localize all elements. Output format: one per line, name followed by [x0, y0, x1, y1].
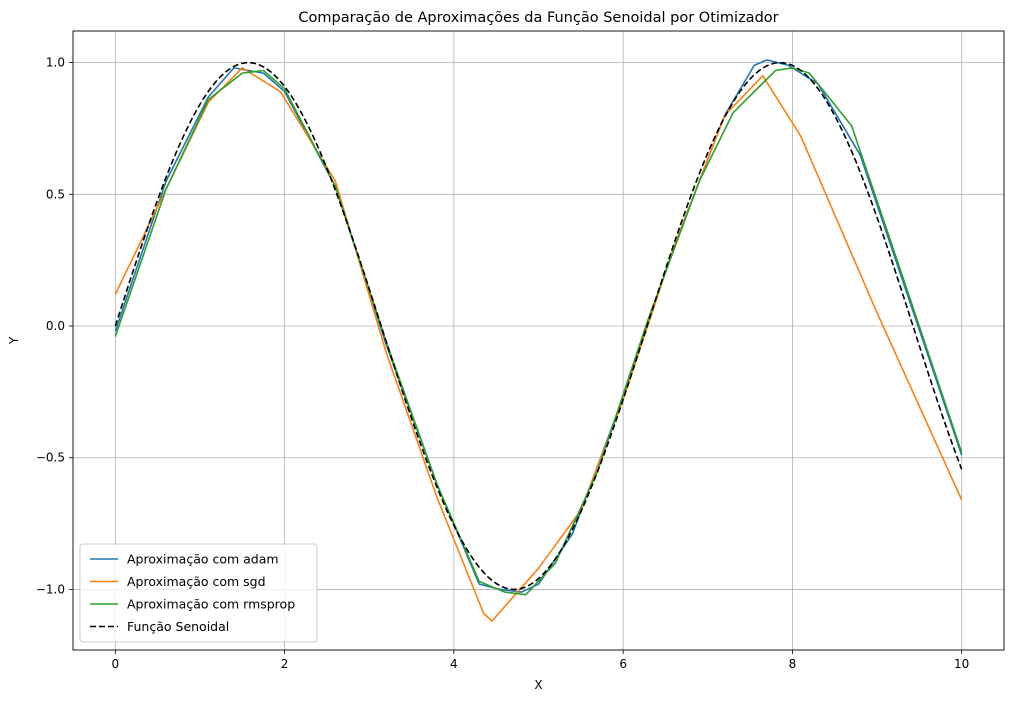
y-tick-label: 0.0 [46, 319, 65, 333]
grid [73, 31, 1004, 650]
legend: Aproximação com adam Aproximação com sgd A… [79, 543, 318, 643]
x-axis-label: X [534, 678, 542, 692]
legend-label-0: Aproximação com adam [127, 552, 279, 567]
y-tick-label: 1.0 [46, 56, 65, 70]
x-tick-label: 2 [281, 657, 289, 671]
x-tick-label: 8 [789, 657, 797, 671]
x-tick-label: 6 [619, 657, 627, 671]
legend-label-1: Aproximação com sgd [127, 574, 266, 589]
series-lines [114, 59, 963, 622]
x-tick-label: 0 [111, 657, 119, 671]
y-axis-label: Y [7, 336, 21, 345]
legend-label-2: Aproximação com rmsprop [127, 597, 295, 612]
y-tick-label: −0.5 [36, 451, 65, 465]
y-tick-label: 0.5 [46, 187, 65, 201]
series-line-3 [114, 61, 963, 591]
chart-title: Comparação de Aproximações da Função Sen… [298, 10, 778, 26]
plot-area-frame [72, 30, 1005, 651]
x-tick-label: 4 [450, 657, 458, 671]
legend-label-3: Função Senoidal [127, 619, 229, 634]
y-tick-label: −1.0 [36, 582, 65, 596]
axis-ticks: 0 2 4 6 8 10 −1.0 −0.5 0.0 0.5 1.0 [36, 56, 969, 671]
x-tick-label: 10 [954, 657, 969, 671]
legend-box [79, 543, 318, 643]
series-line-1 [114, 67, 963, 622]
series-line-2 [114, 67, 963, 596]
